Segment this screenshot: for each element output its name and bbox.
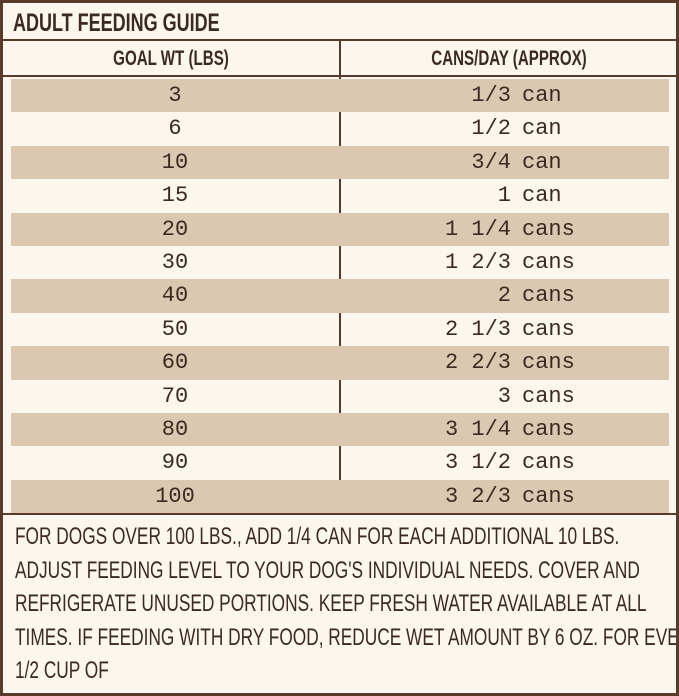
weight-cell: 100 xyxy=(155,483,195,509)
divider xyxy=(3,513,676,515)
table-row: 60 2 2/3 cans xyxy=(11,346,669,380)
title: ADULT FEEDING GUIDE xyxy=(13,9,220,37)
divider xyxy=(3,75,676,77)
amount-cell: 3 1/2 xyxy=(444,450,511,476)
table-row: 80 3 1/4 cans xyxy=(11,413,669,447)
footer-line: 1/2 CUP OF xyxy=(15,657,109,684)
weight-cell: 3 xyxy=(168,83,182,108)
unit-cell: can xyxy=(522,183,562,209)
amount-cell: 1 1/4 xyxy=(444,216,511,242)
amount-cell: 3/4 xyxy=(471,149,511,175)
column-header: GOAL WT (LBS) xyxy=(113,47,229,70)
unit-cell: cans xyxy=(522,483,575,509)
table-row: 15 1 can xyxy=(11,179,669,212)
weight-cell: 6 xyxy=(168,116,182,142)
weight-cell: 20 xyxy=(161,216,189,242)
table-row: 30 1 2/3 cans xyxy=(11,246,669,279)
unit-cell: cans xyxy=(522,383,575,409)
weight-cell: 15 xyxy=(161,183,189,209)
unit-cell: can xyxy=(522,116,562,142)
unit-cell: cans xyxy=(522,216,575,242)
table-row: 100 3 2/3 cans xyxy=(11,479,669,514)
unit-cell: cans xyxy=(522,350,575,376)
unit-cell: cans xyxy=(522,316,575,342)
table-row: 40 2 cans xyxy=(11,279,669,313)
table-row: 70 3 cans xyxy=(11,380,669,413)
table-row: 20 1 1/4 cans xyxy=(11,212,669,246)
table-row: 10 3/4 can xyxy=(11,145,669,180)
unit-cell: cans xyxy=(522,250,575,275)
weight-cell: 90 xyxy=(161,450,189,476)
unit-cell: can xyxy=(522,83,562,108)
amount-cell: 2 2/3 xyxy=(444,350,511,376)
column-divider xyxy=(339,41,341,515)
weight-cell: 70 xyxy=(161,383,189,409)
amount-cell: 2 1/3 xyxy=(444,316,511,342)
weight-cell: 80 xyxy=(161,417,189,442)
unit-cell: cans xyxy=(522,283,575,309)
amount-cell: 1 xyxy=(497,183,511,209)
table-row: 90 3 1/2 cans xyxy=(11,446,669,479)
divider xyxy=(3,39,676,41)
column-header: CANS/DAY (APPROX) xyxy=(431,47,587,70)
amount-cell: 3 1/4 xyxy=(444,417,511,442)
amount-cell: 3 xyxy=(497,383,511,409)
amount-cell: 1 2/3 xyxy=(444,250,511,275)
amount-cell: 1/3 xyxy=(471,83,511,108)
unit-cell: can xyxy=(522,149,562,175)
table-row: 3 1/3 can xyxy=(11,79,669,113)
footer-line: FOR DOGS OVER 100 LBS., ADD 1/4 CAN FOR … xyxy=(15,523,620,550)
weight-cell: 50 xyxy=(161,316,189,342)
table-row: 50 2 1/3 cans xyxy=(11,313,669,346)
weight-cell: 40 xyxy=(161,283,189,309)
amount-cell: 3 2/3 xyxy=(444,483,511,509)
amount-cell: 1/2 xyxy=(471,116,511,142)
weight-cell: 10 xyxy=(161,149,189,175)
amount-cell: 2 xyxy=(497,283,511,309)
unit-cell: cans xyxy=(522,450,575,476)
weight-cell: 60 xyxy=(161,350,189,376)
footer-line: REFRIGERATE UNUSED PORTIONS. KEEP FRESH … xyxy=(15,590,647,617)
footer-line: TIMES. IF FEEDING WITH DRY FOOD, REDUCE … xyxy=(15,623,679,651)
unit-cell: cans xyxy=(522,417,575,442)
footer-line: ADJUST FEEDING LEVEL TO YOUR DOG'S INDIV… xyxy=(15,556,640,584)
table-row: 6 1/2 can xyxy=(11,112,669,145)
weight-cell: 30 xyxy=(161,250,189,275)
